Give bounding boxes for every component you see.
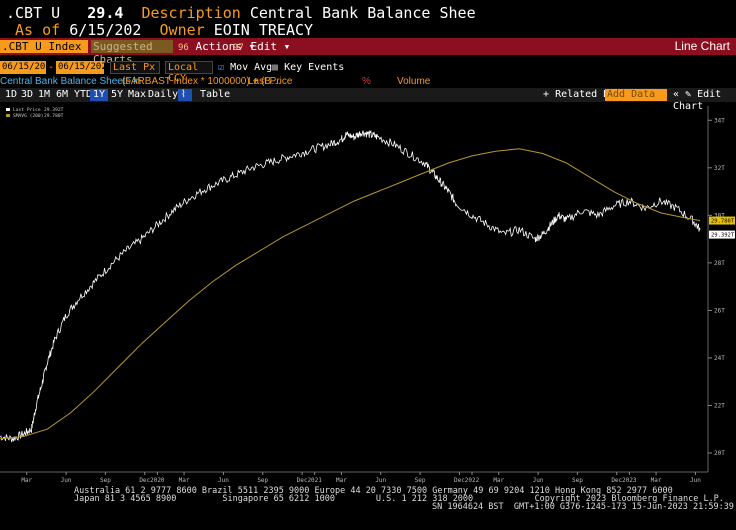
last-price-value: 29.4 [87, 4, 124, 22]
end-date-input[interactable]: 06/15/2023 [56, 61, 113, 74]
x-tick-label: 2021 [307, 477, 322, 484]
description-label: Description [141, 4, 241, 22]
legend-box [4, 106, 66, 120]
legend-swatch [6, 114, 10, 117]
percent-label: % [362, 76, 371, 87]
y-tick-label: 26T [714, 307, 725, 314]
pencil-icon: ✎ [685, 89, 692, 100]
chart-subtitle: Central Bank Balance Sheets in [0, 76, 142, 87]
header-title-line: .CBT U 29.4 Description Central Bank Bal… [6, 4, 476, 22]
sma-value-label: 29.780T [711, 219, 735, 225]
chart-style-icon[interactable]: ⌇ [178, 89, 192, 101]
asof-value: 6/15/202 [69, 21, 142, 39]
x-tick-label: Jun [690, 477, 701, 484]
ticker: .CBT U [6, 4, 61, 22]
volume-label: Volume [397, 76, 431, 87]
x-tick-label: Jun [218, 477, 229, 484]
tab-1y[interactable]: 1Y [90, 89, 109, 101]
caret-down-icon: ▾ [283, 40, 291, 53]
currency-select[interactable]: Local CCY [165, 61, 213, 84]
y-tick-label: 28T [714, 260, 725, 267]
sma-line [0, 148, 701, 440]
tab-3d[interactable]: 3D [21, 89, 34, 100]
checkbox-icon: ■ [272, 62, 279, 73]
last-price-line [0, 130, 701, 443]
legend-entry-value: 29.392T [44, 107, 64, 113]
tab-ytd[interactable]: YTD [74, 89, 93, 100]
x-tick-label: Mar [336, 477, 347, 484]
x-tick-label: Mar [21, 477, 32, 484]
x-tick-label: Sep [100, 477, 111, 484]
header-asof-line: As of 6/15/202 Owner EOIN TREACY [6, 21, 313, 39]
y-tick-label: 32T [714, 165, 725, 172]
x-tick-label: Sep [257, 477, 268, 484]
key-events-checkbox[interactable]: ■ Key Events [272, 62, 345, 73]
last-value-tag [709, 230, 735, 239]
tab-6m[interactable]: 6M [56, 89, 69, 100]
x-tick-label: Jun [61, 477, 72, 484]
edit-chart-button[interactable]: « ✎ Edit Chart [673, 89, 722, 112]
x-tick-label: 2020 [150, 477, 165, 484]
x-tick-label: Mar [651, 477, 662, 484]
x-tick-label: Jun [375, 477, 386, 484]
tab-max[interactable]: Max [128, 89, 147, 100]
sma-value-tag [709, 216, 735, 225]
y-tick-label: 24T [714, 355, 725, 362]
x-tick-label: Dec [454, 477, 465, 484]
mov-avgs-checkbox[interactable]: ☑ Mov Avgs [218, 62, 279, 73]
owner-value: EOIN TREACY [213, 21, 314, 39]
toolbar [0, 38, 736, 55]
checkbox-checked-icon: ☑ [218, 62, 225, 73]
owner-label: Owner [159, 21, 205, 39]
asof-label: As of [15, 21, 61, 39]
caret-down-icon: ▾ [248, 40, 256, 53]
y-tick-label: 22T [714, 402, 725, 409]
x-tick-label: Sep [415, 477, 426, 484]
last-price-legend: Last Price [248, 76, 293, 87]
x-tick-label: Dec [139, 477, 150, 484]
x-tick-label: 2022 [465, 477, 480, 484]
tab-5y[interactable]: 5Y [111, 89, 124, 100]
actions-menu[interactable]: 96 Actions ▾ [178, 40, 256, 53]
table-button[interactable]: Table [200, 89, 231, 100]
x-tick-label: Sep [572, 477, 583, 484]
x-tick-label: Mar [493, 477, 504, 484]
x-tick-label: Jun [533, 477, 544, 484]
footer-line-1: Australia 61 2 9777 8600 Brazil 5511 239… [74, 486, 673, 496]
last-value-label: 29.392T [711, 233, 735, 239]
legend-entry-value: 29.780T [44, 113, 64, 119]
footer-line-2: Japan 81 3 4565 8900 Singapore 65 6212 1… [74, 494, 724, 504]
legend-entry-name: SMAVG (200) [13, 113, 43, 119]
chart-type-label[interactable]: Line Chart [674, 39, 730, 53]
start-date-input[interactable]: 06/15/2022 [0, 61, 57, 74]
y-tick-label: 34T [714, 117, 725, 124]
formula-text: (FARBAST Index * 1000000) + (B… [122, 76, 282, 87]
y-tick-label: 30T [714, 212, 725, 219]
add-data-input[interactable]: Add Data [605, 89, 667, 101]
description-value: Central Bank Balance Shee [249, 4, 476, 22]
legend-entry-name: Last Price [13, 107, 41, 113]
tab-1m[interactable]: 1M [38, 89, 51, 100]
edit-menu[interactable]: 97 Edit ▾ [233, 40, 291, 53]
tab-1d[interactable]: 1D [5, 89, 18, 100]
date-separator: - [48, 62, 55, 73]
field-select[interactable]: Last Px [110, 61, 160, 74]
collapse-icon: « [673, 89, 680, 100]
x-tick-label: 2023 [622, 477, 637, 484]
security-input[interactable]: .CBT U Index [0, 40, 88, 53]
x-tick-label: Dec [297, 477, 308, 484]
legend-swatch [6, 108, 10, 111]
suggested-charts-input[interactable]: Suggested Charts [91, 40, 173, 66]
x-tick-label: Dec [611, 477, 622, 484]
plus-icon: + [543, 89, 550, 100]
footer-line-3: SN 1964624 BST GMT+1:00 G376-1245-173 15… [432, 502, 734, 512]
x-tick-label: Mar [179, 477, 190, 484]
y-tick-label: 20T [714, 450, 725, 457]
